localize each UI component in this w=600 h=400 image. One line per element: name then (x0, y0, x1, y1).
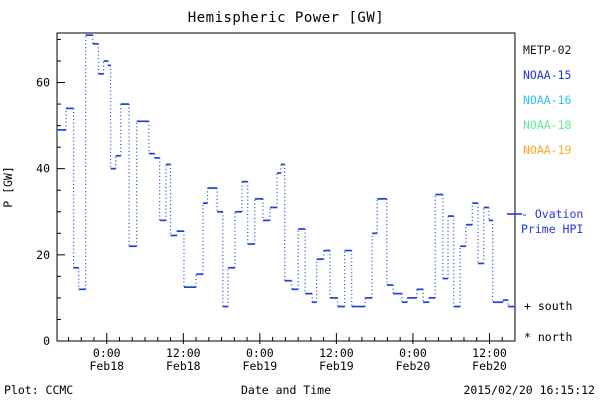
legend-item-noaa-19: NOAA-19 (523, 143, 572, 157)
x-tick-date-label: Feb19 (319, 359, 354, 373)
x-tick-time-label: 12:00 (166, 346, 201, 360)
x-axis-label: Date and Time (240, 383, 331, 397)
legend-item-noaa-16: NOAA-16 (523, 93, 572, 107)
legend-ovation-line1: - Ovation (521, 207, 584, 221)
x-tick-date-label: Feb20 (396, 359, 431, 373)
plot-frame (56, 32, 516, 342)
legend-ovation-line2: Prime HPI (521, 222, 584, 236)
legend-south-marker: + south (524, 299, 573, 313)
y-tick-label: 60 (36, 76, 50, 90)
y-tick-label: 20 (36, 248, 50, 262)
chart-title: Hemispheric Power [GW] (187, 10, 385, 26)
x-tick-time-label: 12:00 (472, 346, 507, 360)
x-tick-time-label: 0:00 (246, 346, 274, 360)
x-tick-date-label: Feb20 (472, 359, 507, 373)
x-tick-date-label: Feb19 (243, 359, 278, 373)
x-tick-time-label: 0:00 (399, 346, 427, 360)
legend-item-noaa-15: NOAA-15 (523, 68, 572, 82)
x-tick-time-label: 0:00 (93, 346, 121, 360)
y-tick-label: 0 (43, 334, 50, 348)
legend-item-noaa-18: NOAA-18 (523, 118, 572, 132)
y-tick-label: 40 (36, 162, 50, 176)
plot-credit: Plot: CCMC (4, 383, 74, 397)
x-tick-date-label: Feb18 (166, 359, 201, 373)
legend-item-metp-02: METP-02 (523, 43, 572, 57)
legend-north-marker: * north (524, 330, 573, 344)
plot-timestamp: 2015/02/20 16:15:12 (463, 383, 595, 397)
y-axis-label: P [GW] (1, 166, 15, 208)
x-tick-date-label: Feb18 (89, 359, 124, 373)
x-tick-time-label: 12:00 (319, 346, 354, 360)
